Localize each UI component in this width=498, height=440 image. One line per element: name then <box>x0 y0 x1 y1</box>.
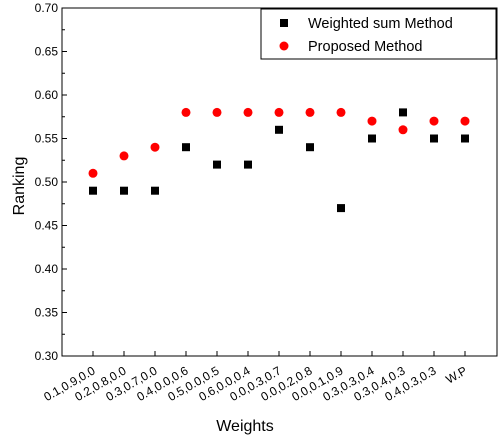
data-point-weighted-sum <box>461 134 469 143</box>
data-point-proposed <box>212 107 222 117</box>
data-point-proposed <box>367 116 377 126</box>
data-point-proposed <box>429 116 439 126</box>
data-point-proposed <box>150 142 160 152</box>
data-point-weighted-sum <box>151 186 159 195</box>
legend-label: Weighted sum Method <box>308 16 453 32</box>
data-point-proposed <box>181 107 191 117</box>
data-point-proposed <box>88 168 98 178</box>
data-point-weighted-sum <box>368 134 376 143</box>
y-tick-label: 0.60 <box>35 88 59 102</box>
data-point-weighted-sum <box>89 186 97 195</box>
legend-marker-square <box>280 19 288 27</box>
y-tick-label: 0.65 <box>35 45 59 59</box>
y-tick-label: 0.45 <box>35 219 59 233</box>
data-point-weighted-sum <box>182 143 190 152</box>
plot-frame <box>61 7 498 357</box>
data-point-proposed <box>119 151 129 161</box>
y-tick-label: 0.55 <box>35 132 59 146</box>
y-tick-label: 0.70 <box>35 1 59 15</box>
data-point-proposed <box>243 107 253 117</box>
data-point-weighted-sum <box>120 186 128 195</box>
legend-box <box>260 8 497 60</box>
data-point-weighted-sum <box>306 143 314 152</box>
data-point-weighted-sum <box>399 108 407 117</box>
data-point-proposed <box>336 107 346 117</box>
data-point-weighted-sum <box>244 160 252 169</box>
x-axis-title: Weights <box>216 418 274 435</box>
data-point-proposed <box>274 107 284 117</box>
data-point-proposed <box>305 107 315 117</box>
legend-marker-circle <box>279 41 289 51</box>
y-tick-label: 0.40 <box>35 262 59 276</box>
legend-label: Proposed Method <box>308 39 422 55</box>
data-point-proposed <box>460 116 470 126</box>
data-point-proposed <box>398 125 408 135</box>
y-tick-label: 0.50 <box>35 175 59 189</box>
data-point-weighted-sum <box>213 160 221 169</box>
data-point-weighted-sum <box>430 134 438 143</box>
data-point-weighted-sum <box>275 125 283 134</box>
y-axis-title: Ranking <box>11 157 28 216</box>
x-tick-label: W.P <box>443 363 469 386</box>
data-point-weighted-sum <box>337 204 345 213</box>
y-tick-label: 0.30 <box>35 349 59 363</box>
y-tick-label: 0.35 <box>35 306 59 320</box>
